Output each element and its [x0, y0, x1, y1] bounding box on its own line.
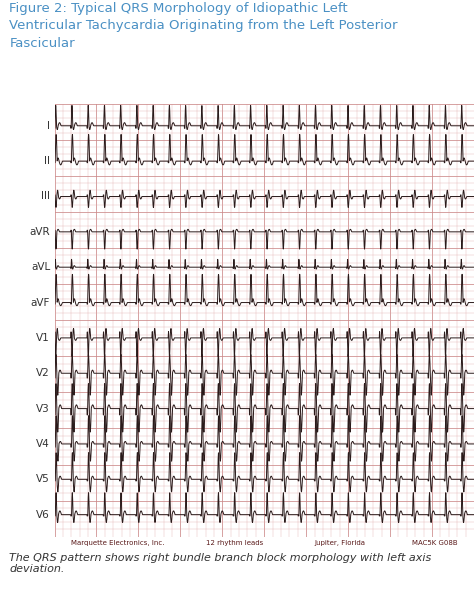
Text: II: II [44, 156, 50, 166]
Text: I: I [47, 121, 50, 131]
Text: Figure 2: Typical QRS Morphology of Idiopathic Left
Ventricular Tachycardia Orig: Figure 2: Typical QRS Morphology of Idio… [9, 2, 398, 50]
Text: V6: V6 [36, 509, 50, 519]
Text: Jupiter, Florida: Jupiter, Florida [314, 540, 365, 546]
Text: 12 rhythm leads: 12 rhythm leads [206, 540, 264, 546]
Text: III: III [41, 192, 50, 202]
Text: aVR: aVR [29, 227, 50, 237]
Text: Marquette Electronics, Inc.: Marquette Electronics, Inc. [71, 540, 165, 546]
Text: V4: V4 [36, 439, 50, 449]
Text: V1: V1 [36, 333, 50, 343]
Text: V5: V5 [36, 474, 50, 484]
Text: V3: V3 [36, 404, 50, 413]
Text: aVL: aVL [31, 262, 50, 272]
Text: The QRS pattern shows right bundle branch block morphology with left axis deviat: The QRS pattern shows right bundle branc… [9, 553, 432, 574]
Text: MAC5K G08B: MAC5K G08B [411, 540, 457, 546]
Text: aVF: aVF [31, 298, 50, 308]
Text: V2: V2 [36, 368, 50, 378]
